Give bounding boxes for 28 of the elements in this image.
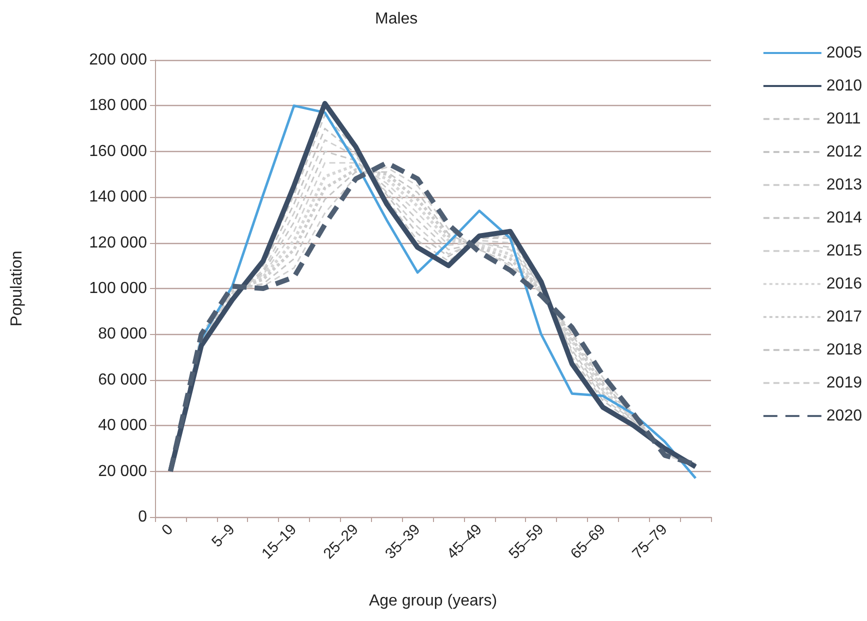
y-tick-label: 200 000 xyxy=(89,52,148,68)
y-axis-title: Population xyxy=(8,250,26,326)
legend-label: 2012 xyxy=(826,144,862,160)
y-tick-label: 140 000 xyxy=(89,188,148,206)
legend-label: 2018 xyxy=(826,342,862,358)
legend-label: 2014 xyxy=(826,210,862,226)
legend-label: 2015 xyxy=(826,242,862,260)
y-tick-label: 60 000 xyxy=(98,371,148,388)
chart-title: Males xyxy=(375,10,418,28)
y-tick-label: 20 000 xyxy=(98,462,148,480)
y-tick-label: 40 000 xyxy=(98,417,148,434)
legend-label: 2013 xyxy=(826,176,862,194)
y-tick-label: 160 000 xyxy=(89,142,148,160)
legend-label: 2017 xyxy=(826,308,862,326)
legend-label: 2010 xyxy=(826,78,862,94)
y-tick-label: 100 000 xyxy=(89,280,148,297)
x-tick-label: 5–9 xyxy=(208,520,238,551)
legend-label: 2011 xyxy=(826,110,861,128)
y-tick-label: 0 xyxy=(138,508,148,526)
x-tick-label: 0 xyxy=(158,520,176,539)
legend-label: 2020 xyxy=(826,408,862,424)
legend-label: 2019 xyxy=(826,374,862,392)
y-tick-label: 180 000 xyxy=(89,97,148,114)
y-tick-label: 80 000 xyxy=(98,326,148,343)
y-tick-label: 120 000 xyxy=(89,234,148,252)
legend-label: 2005 xyxy=(826,44,862,62)
x-axis-title: Age group (years) xyxy=(368,592,498,610)
legend-label: 2016 xyxy=(826,276,862,292)
